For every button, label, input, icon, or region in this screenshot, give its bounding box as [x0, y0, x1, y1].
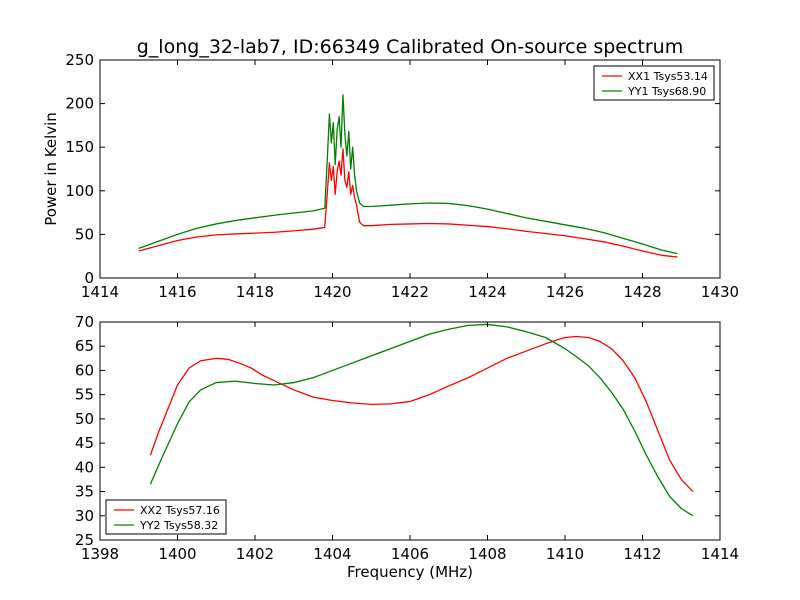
panel1-y-tick-label: 250: [65, 51, 94, 69]
panel2-plot: 1398 1400 1402 1404 1406 1408 1410 1412 1414 25 30…: [75, 313, 739, 581]
panel1-x-tick-label: 1426: [546, 283, 584, 301]
panel2-y-tick-label: 45: [75, 434, 94, 452]
panel2-series-line-1: [149, 335, 694, 493]
panel2-legend-box: [105, 499, 227, 535]
panel2-x-tick-label: 1398: [81, 545, 119, 563]
panel2-x-tick-label: 1400: [158, 545, 196, 563]
panel1-x-tick-label: 1428: [623, 283, 661, 301]
panel1-legend-box: [593, 65, 715, 101]
panel1-y-axis-label: Power in Kelvin: [42, 112, 60, 226]
panel2-legend: XX2 Tsys57.16 YY2 Tsys58.32: [105, 499, 227, 535]
panel2-y-tick-label: 25: [75, 531, 94, 549]
panel1-series-line-2: [138, 94, 678, 255]
panel2-legend-label-2: YY2 Tsys58.32: [139, 519, 218, 532]
panel1-legend-label-2: YY1 Tsys68.90: [627, 85, 706, 98]
panel1-legend-label-1: XX1 Tsys53.14: [628, 70, 708, 83]
panel2-x-tick-label: 1402: [236, 545, 274, 563]
panel1-y-tick-label: 0: [84, 269, 94, 287]
panel1-y-tick-label: 150: [65, 138, 94, 156]
panel1-legend: XX1 Tsys53.14 YY1 Tsys68.90: [593, 65, 715, 101]
panel2-y-tick-label: 65: [75, 337, 94, 355]
panel2-y-tick-label: 55: [75, 386, 94, 404]
panel1-x-tick-label: 1414: [81, 283, 119, 301]
panel2-x-tick-label: 1412: [623, 545, 661, 563]
panel2-y-tick-label: 60: [75, 361, 94, 379]
panel2-y-tick-label: 70: [75, 313, 94, 331]
panel2-x-tick-label: 1406: [391, 545, 429, 563]
panel2-x-tick-label: 1408: [468, 545, 506, 563]
panel1-plot: 1414 1416 1418 1420 1422 1424 1426 1428 1430 0 50 1…: [42, 51, 739, 301]
panel1-series-line-1: [138, 148, 678, 258]
panel2-y-tick-label: 35: [75, 483, 94, 501]
panel2-legend-label-1: XX2 Tsys57.16: [140, 504, 220, 517]
panel1-x-tick-label: 1416: [158, 283, 196, 301]
panel2-x-tick-label: 1410: [546, 545, 584, 563]
panel1-y-tick-label: 200: [65, 95, 94, 113]
panel1-x-tick-label: 1418: [236, 283, 274, 301]
panel2-x-tick-label: 1414: [701, 545, 739, 563]
panel1-y-tick-label: 50: [75, 225, 94, 243]
panel1-x-tick-label: 1424: [468, 283, 506, 301]
panel2-x-tick-label: 1404: [313, 545, 351, 563]
chart-title: g_long_32-lab7, ID:66349 Calibrated On-s…: [137, 36, 683, 58]
panel1-y-tick-label: 100: [65, 182, 94, 200]
panel2-series-line-2: [149, 323, 694, 517]
panel1-x-tick-label: 1422: [391, 283, 429, 301]
panel1-x-tick-label: 1420: [313, 283, 351, 301]
panel2-y-tick-label: 50: [75, 410, 94, 428]
panel1-x-tick-label: 1430: [701, 283, 739, 301]
panel2-x-axis-label: Frequency (MHz): [347, 563, 473, 581]
panel2-y-tick-label: 30: [75, 507, 94, 525]
panel2-y-tick-label: 40: [75, 458, 94, 476]
